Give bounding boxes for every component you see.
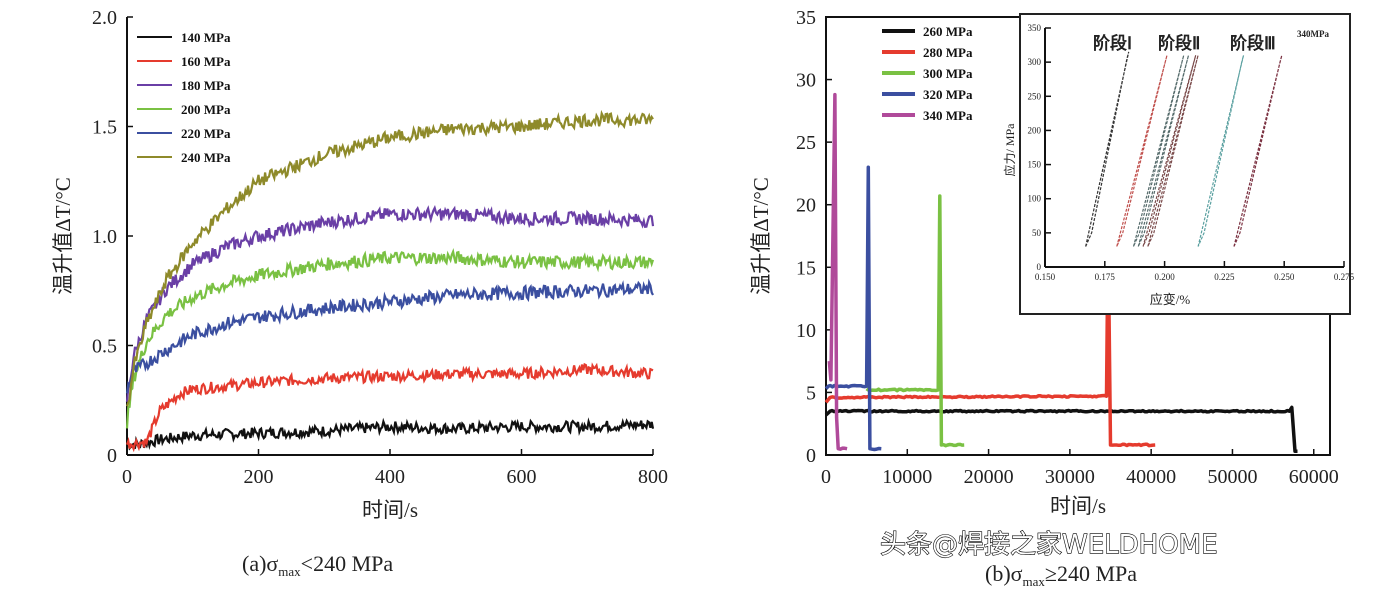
series-line-280-MPa xyxy=(824,227,1156,448)
hysteresis-loop xyxy=(1132,55,1185,247)
x-tick-label: 600 xyxy=(507,466,537,488)
caption-b: (b)σmax≥240 MPa xyxy=(985,561,1137,589)
series-line-300-MPa xyxy=(865,194,965,448)
x-axis-title: 时间/s xyxy=(362,498,418,522)
y-tick-label: 150 xyxy=(1028,160,1042,170)
y-tick-label: 30 xyxy=(796,70,816,92)
x-tick-label: 0.250 xyxy=(1274,272,1295,282)
chart-b: 0 10000 20000 30000 40000 50000 60000 0 5 10 15 20 2… xyxy=(749,7,1339,518)
hysteresis-loop xyxy=(1142,55,1197,247)
x-tick-label: 30000 xyxy=(1045,466,1095,488)
x-tick-label: 40000 xyxy=(1126,466,1176,488)
hysteresis-loop xyxy=(1233,55,1283,247)
series-line-160-MPa xyxy=(125,362,654,453)
legend-label: 140 MPa xyxy=(181,30,231,45)
y-tick-label: 350 xyxy=(1028,23,1042,33)
y-tick-label: 0 xyxy=(806,445,816,467)
watermark: 头条@焊接之家WELDHOME xyxy=(880,530,1218,560)
y-tick-label: 1.5 xyxy=(92,117,117,139)
y-tick-label: 200 xyxy=(1028,125,1042,135)
y-tick-label: 100 xyxy=(1028,194,1042,204)
y-tick-label: 2.0 xyxy=(92,7,117,29)
series-line-200-MPa xyxy=(125,247,655,429)
legend-label: 240 MPa xyxy=(181,150,231,165)
inset-series-label: 340MPa xyxy=(1297,29,1329,39)
x-tick-label: 0 xyxy=(821,466,831,488)
x-tick-label: 50000 xyxy=(1207,466,1257,488)
x-tick-label: 0.150 xyxy=(1035,272,1056,282)
series-line-260-MPa xyxy=(824,405,1298,453)
y-tick-label: 20 xyxy=(796,195,816,217)
x-tick-label: 10000 xyxy=(882,466,932,488)
legend-label: 220 MPa xyxy=(181,126,231,141)
hysteresis-loop xyxy=(1137,55,1190,247)
legend-label: 280 MPa xyxy=(923,45,973,60)
legend-label: 300 MPa xyxy=(923,66,973,81)
x-tick-label: 200 xyxy=(244,466,274,488)
y-tick-label: 35 xyxy=(796,7,816,29)
legend-label: 200 MPa xyxy=(181,102,231,117)
y-tick-label: 0.5 xyxy=(92,336,117,358)
legend-label: 260 MPa xyxy=(923,24,973,39)
chart-a: 0 200 400 600 800 0 0.5 1.0 1.5 2.0 140 MPa 160 MPa… xyxy=(51,7,668,522)
y-axis-title: 温升值ΔT/°C xyxy=(749,177,773,295)
series-line-340-MPa xyxy=(827,92,848,451)
legend-label: 180 MPa xyxy=(181,78,231,93)
legend-label: 340 MPa xyxy=(923,108,973,123)
x-axis-title: 时间/s xyxy=(1050,494,1106,518)
inset-chart: 0.150 0.175 0.200 0.225 0.250 0.275 0 50 100 150 2… xyxy=(1002,13,1355,315)
caption-a: (a)σmax<240 MPa xyxy=(242,551,393,579)
legend-label: 160 MPa xyxy=(181,54,231,69)
x-tick-label: 0.225 xyxy=(1214,272,1235,282)
y-tick-label: 1.0 xyxy=(92,226,117,248)
y-tick-label: 15 xyxy=(796,257,816,279)
y-tick-label: 250 xyxy=(1028,91,1042,101)
hysteresis-loop xyxy=(1116,55,1168,247)
y-tick-label: 0 xyxy=(1037,262,1042,272)
legend-label: 320 MPa xyxy=(923,87,973,102)
x-tick-label: 20000 xyxy=(964,466,1014,488)
x-tick-label: 800 xyxy=(638,466,668,488)
hysteresis-loop xyxy=(1085,51,1130,247)
stage-label: 阶段Ⅰ xyxy=(1093,33,1132,53)
series-line-140-MPa xyxy=(126,417,655,451)
hysteresis-loop xyxy=(1147,55,1199,247)
stage-label: 阶段Ⅲ xyxy=(1230,33,1276,53)
x-tick-label: 0.275 xyxy=(1334,272,1355,282)
y-tick-label: 25 xyxy=(796,132,816,154)
x-tick-label: 400 xyxy=(375,466,405,488)
inset-y-axis-title: 应力/ MPa xyxy=(1002,123,1017,177)
y-tick-label: 10 xyxy=(796,320,816,342)
y-axis-title: 温升值ΔT/°C xyxy=(51,177,75,295)
y-tick-label: 300 xyxy=(1028,57,1042,67)
x-tick-label: 0 xyxy=(122,466,132,488)
series-line-180-MPa xyxy=(125,205,655,402)
inset-x-axis-title: 应变/% xyxy=(1150,292,1191,307)
hysteresis-loop xyxy=(1197,55,1245,247)
stage-label: 阶段Ⅱ xyxy=(1158,33,1200,53)
y-tick-label: 0 xyxy=(107,445,117,467)
y-tick-label: 5 xyxy=(806,382,816,404)
y-tick-label: 50 xyxy=(1032,228,1042,238)
series-line-240-MPa xyxy=(125,109,654,407)
series-line-220-MPa xyxy=(125,278,654,394)
x-tick-label: 60000 xyxy=(1289,466,1339,488)
inset-background xyxy=(1019,13,1351,315)
x-tick-label: 0.175 xyxy=(1095,272,1116,282)
x-tick-label: 0.200 xyxy=(1154,272,1175,282)
